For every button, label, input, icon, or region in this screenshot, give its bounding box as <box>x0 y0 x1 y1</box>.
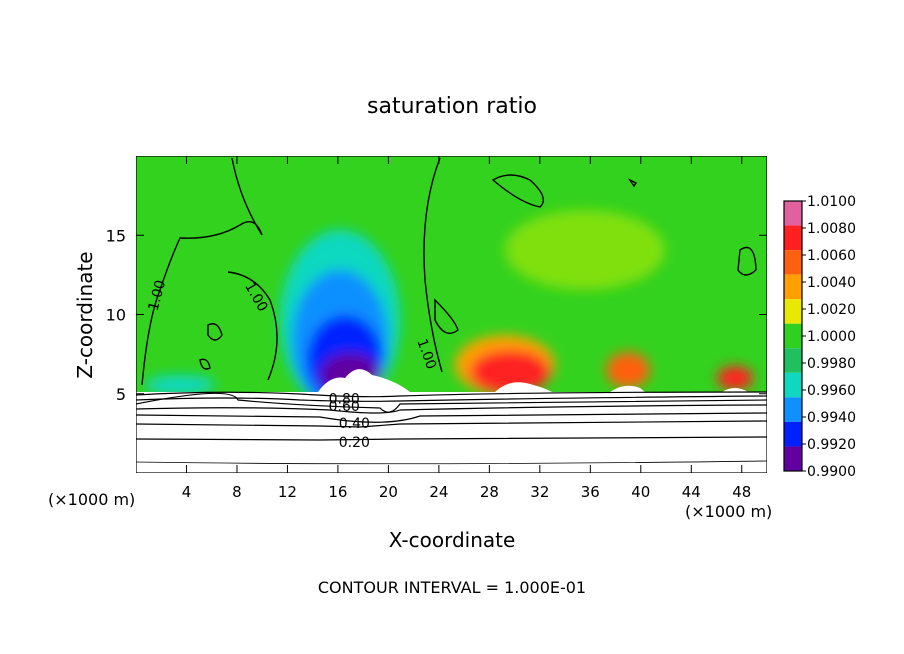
y-tick-label: 5 <box>116 385 126 404</box>
y-tick-label: 15 <box>106 226 126 245</box>
x-tick-label: 40 <box>631 483 650 501</box>
lower-contours <box>136 391 767 465</box>
contour-label: 0.40 <box>339 416 370 432</box>
colorbar-swatch <box>784 323 802 349</box>
x-tick-label: 44 <box>682 483 701 501</box>
x-tick-label: 28 <box>480 483 499 501</box>
contour-interval-footer: CONTOUR INTERVAL = 1.000E-01 <box>318 578 586 597</box>
colorbar-label: 0.9960 <box>807 383 856 399</box>
y-tick-label: 10 <box>106 306 126 325</box>
colorbar-label: 0.9900 <box>807 464 856 480</box>
x-tick-label: 12 <box>278 483 297 501</box>
colorbar-label: 1.0080 <box>807 221 856 237</box>
colorbar-swatch <box>784 299 802 324</box>
x-tick-label: 16 <box>328 483 347 501</box>
y-axis-label: Z-coordinate <box>73 251 97 378</box>
colorbar-label: 1.0020 <box>807 302 856 318</box>
colorbar-label: 0.9940 <box>807 410 856 426</box>
colorbar-label: 1.0000 <box>807 329 856 345</box>
colorbar-swatch <box>784 421 802 447</box>
x-tick-label: 4 <box>182 483 192 501</box>
x-unit-left: (×1000 m) <box>48 490 135 509</box>
x-unit-right: (×1000 m) <box>685 502 772 521</box>
x-tick-label: 20 <box>379 483 398 501</box>
x-tick-label: 8 <box>232 483 242 501</box>
y-axis: 5 10 15 <box>106 226 767 404</box>
x-tick-label: 24 <box>429 483 448 501</box>
colorbar-label: 0.9920 <box>807 437 856 453</box>
saturated-white-regions <box>318 369 748 392</box>
plot-area <box>136 156 767 473</box>
colorbar-label: 1.0060 <box>807 248 856 264</box>
chart-title: saturation ratio <box>367 94 537 119</box>
field-shading <box>145 210 753 410</box>
colorbar-swatch <box>784 348 802 373</box>
colorbar-swatch <box>784 225 802 251</box>
contour-label: 0.80 <box>329 391 360 407</box>
colorbar-label: 1.0040 <box>807 275 856 291</box>
colorbar-swatch <box>784 201 802 226</box>
contour-label: 0.20 <box>339 435 370 451</box>
x-tick-label: 48 <box>732 483 751 501</box>
x-tick-label: 36 <box>581 483 600 501</box>
colorbar-label: 1.0100 <box>807 194 856 210</box>
colorbar-swatch <box>784 446 802 471</box>
x-axis: 4 8 12 16 20 24 28 32 36 40 44 48 <box>182 156 751 501</box>
saturation-contours <box>141 157 757 386</box>
colorbar-swatch <box>784 250 802 275</box>
colorbar-swatch <box>784 397 802 422</box>
colorbar-label: 0.9980 <box>807 356 856 372</box>
colorbar-swatch <box>784 274 802 300</box>
contour-label: 0.60 <box>329 399 360 415</box>
x-axis-label: X-coordinate <box>389 528 516 552</box>
lower-layer-white <box>136 392 767 473</box>
colorbar: 1.0100 1.0080 1.0060 1.0040 1.0020 1.0000 0.99… <box>783 194 856 480</box>
x-tick-label: 32 <box>530 483 549 501</box>
contour-label: 1.00 <box>146 278 170 312</box>
colorbar-swatch <box>784 372 802 398</box>
